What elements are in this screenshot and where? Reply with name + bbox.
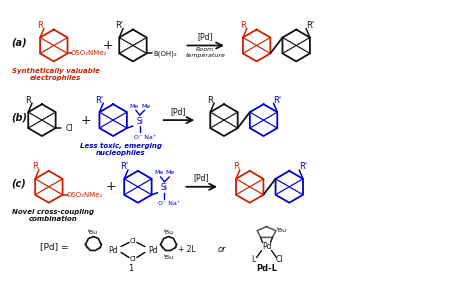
Text: Me: Me	[166, 170, 175, 175]
Text: R': R'	[306, 21, 314, 30]
Text: 1: 1	[128, 264, 134, 273]
Text: OSO₂NMe₂: OSO₂NMe₂	[71, 50, 108, 56]
Text: [Pd]: [Pd]	[198, 32, 213, 41]
Text: R: R	[37, 21, 43, 30]
Text: Less toxic, emerging
nucleophiles: Less toxic, emerging nucleophiles	[80, 142, 162, 156]
Text: +: +	[106, 180, 117, 193]
Text: [Pd]: [Pd]	[171, 107, 186, 116]
Text: [Pd]: [Pd]	[193, 173, 209, 182]
Text: +: +	[103, 39, 114, 52]
Text: R': R'	[273, 96, 282, 105]
Text: Cl: Cl	[66, 124, 73, 133]
Text: Cl: Cl	[129, 256, 137, 262]
Text: Cl: Cl	[276, 255, 283, 264]
Text: Me: Me	[129, 104, 138, 109]
Text: (a): (a)	[11, 38, 27, 48]
Text: Synthetically valuable
electrophiles: Synthetically valuable electrophiles	[12, 68, 100, 81]
Text: +: +	[80, 114, 91, 127]
Text: [Pd] =: [Pd] =	[39, 242, 68, 251]
Text: Cl: Cl	[129, 237, 137, 243]
Text: Pd: Pd	[148, 246, 157, 255]
Text: Pd: Pd	[262, 242, 271, 251]
Text: R': R'	[95, 96, 103, 105]
Text: or: or	[218, 245, 226, 254]
Text: R': R'	[299, 162, 307, 171]
Text: L: L	[252, 255, 256, 264]
Text: O⁻ Na⁺: O⁻ Na⁺	[134, 135, 156, 140]
Text: R: R	[233, 162, 239, 171]
Text: ᵗBu: ᵗBu	[164, 255, 173, 260]
Text: Room
temperature: Room temperature	[185, 47, 225, 58]
Text: R: R	[240, 21, 246, 30]
Text: Pd: Pd	[109, 246, 118, 255]
Text: ᵗBu: ᵗBu	[277, 228, 287, 233]
Text: Si: Si	[161, 183, 168, 192]
Text: R': R'	[120, 162, 128, 171]
Text: R: R	[25, 96, 31, 105]
Text: Me: Me	[154, 170, 163, 175]
Text: Novel cross-coupling
combination: Novel cross-coupling combination	[12, 209, 94, 222]
Text: R: R	[32, 162, 38, 171]
Text: (b): (b)	[11, 112, 27, 122]
Text: OSO₂NMe₂: OSO₂NMe₂	[66, 192, 102, 198]
Text: R': R'	[115, 21, 123, 30]
Text: (c): (c)	[11, 179, 26, 189]
Text: R: R	[207, 96, 213, 105]
Text: ᵗBu: ᵗBu	[88, 230, 99, 235]
Text: Pd-L: Pd-L	[256, 264, 277, 273]
Text: + 2L: + 2L	[177, 245, 195, 254]
Text: ᵗBu: ᵗBu	[164, 230, 173, 235]
Text: Si: Si	[136, 117, 143, 126]
Text: B(OH)₂: B(OH)₂	[154, 50, 177, 57]
Text: Me: Me	[141, 104, 150, 109]
Text: O⁻ Na⁺: O⁻ Na⁺	[158, 201, 181, 206]
